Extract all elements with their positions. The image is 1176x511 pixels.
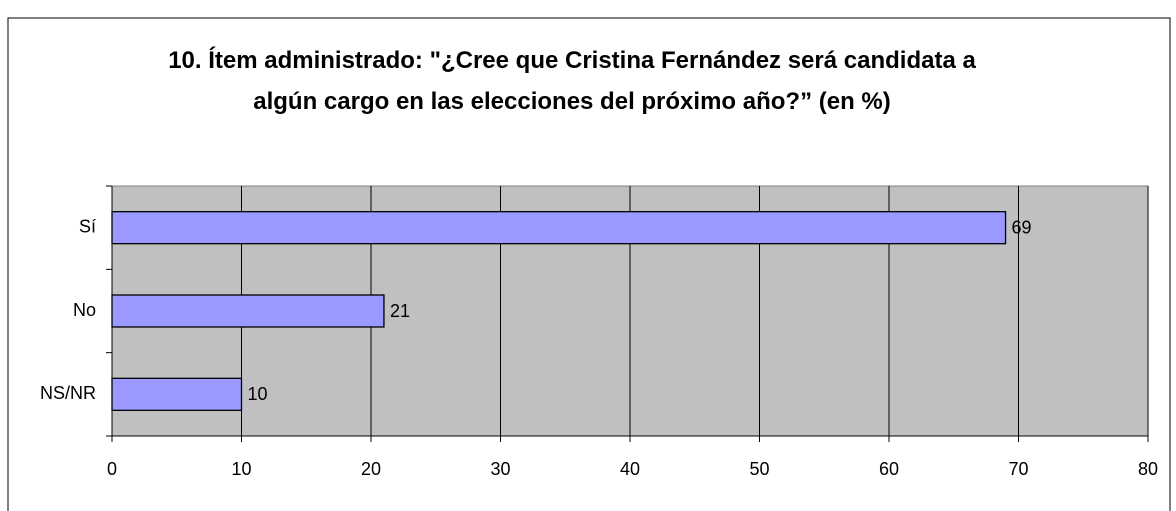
bar [111, 294, 385, 328]
x-tick-label: 20 [361, 459, 381, 479]
y-tick-label: NS/NR [40, 383, 96, 403]
data-label: 10 [248, 384, 268, 404]
x-tick-label: 70 [1008, 459, 1028, 479]
y-tick-label: Sí [79, 216, 96, 236]
bar [111, 211, 1007, 245]
x-tick-label: 60 [879, 459, 899, 479]
x-tick-label: 40 [620, 459, 640, 479]
x-tick-label: 0 [107, 459, 117, 479]
data-label: 69 [1012, 217, 1032, 237]
x-tick-label: 80 [1138, 459, 1158, 479]
data-label: 21 [390, 301, 410, 321]
x-tick-label: 10 [231, 459, 251, 479]
x-tick-label: 30 [490, 459, 510, 479]
x-tick-label: 50 [749, 459, 769, 479]
y-tick-label: No [73, 300, 96, 320]
bar [111, 377, 243, 411]
chart-title: 10. Ítem administrado: "¿Cree que Cristi… [168, 47, 976, 115]
